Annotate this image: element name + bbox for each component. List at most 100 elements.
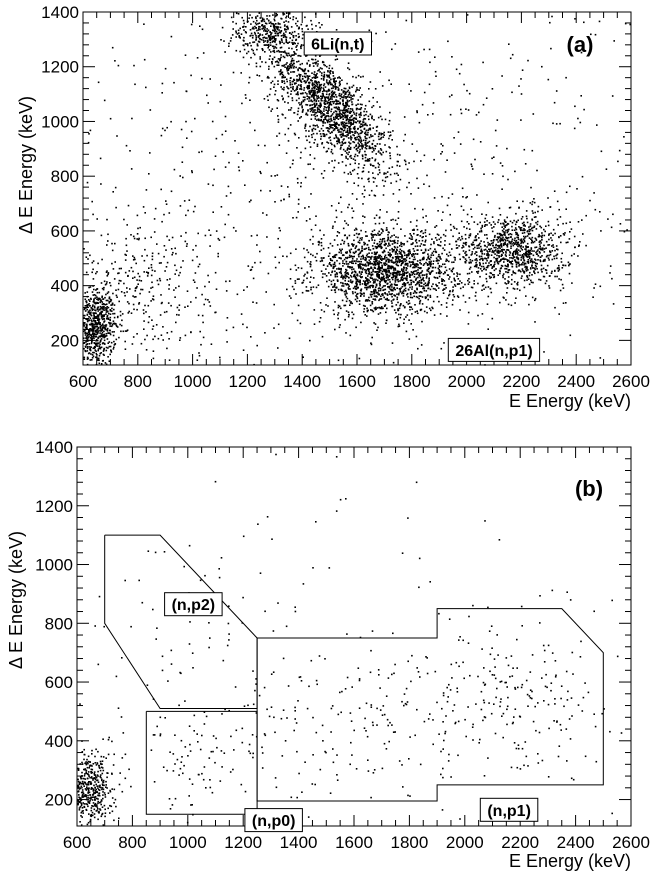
data-point (261, 61, 263, 63)
data-point (371, 157, 374, 159)
data-point (320, 249, 323, 251)
data-point (393, 283, 396, 285)
data-point (371, 255, 373, 258)
data-point (360, 132, 363, 134)
data-point (393, 240, 395, 243)
data-point (344, 111, 347, 114)
data-point (414, 311, 417, 313)
data-point (378, 265, 380, 268)
data-point (535, 246, 538, 248)
data-point (468, 281, 471, 283)
data-point (299, 88, 301, 90)
data-point (470, 243, 473, 245)
data-point (343, 109, 345, 112)
data-point (360, 255, 363, 258)
data-point (356, 283, 358, 285)
data-point (406, 254, 408, 257)
data-point (92, 336, 94, 338)
data-point (84, 334, 87, 336)
data-point (337, 88, 340, 90)
data-point (256, 29, 258, 32)
data-point (369, 263, 371, 265)
data-point (306, 63, 308, 65)
data-point (94, 309, 96, 311)
data-point (96, 322, 99, 324)
data-point (329, 83, 332, 86)
data-point (332, 85, 335, 87)
data-point (298, 77, 301, 79)
data-point (263, 36, 266, 39)
data-point (445, 287, 447, 289)
data-point (493, 238, 495, 241)
data-point (395, 258, 397, 261)
data-point (502, 257, 505, 260)
data-point (372, 236, 374, 238)
data-point (229, 40, 232, 42)
data-point (327, 119, 329, 122)
data-point (310, 89, 312, 92)
data-point (424, 297, 427, 300)
data-point (504, 226, 506, 228)
data-point (286, 85, 288, 88)
data-point (106, 314, 109, 317)
data-point (243, 36, 245, 39)
data-point (369, 304, 372, 307)
data-point (312, 84, 314, 87)
data-point (400, 264, 402, 267)
data-point (345, 291, 347, 293)
data-point (290, 86, 292, 89)
data-point (335, 100, 337, 102)
data-point (495, 244, 497, 247)
data-point (361, 293, 363, 296)
data-point (341, 144, 343, 146)
data-point (103, 314, 106, 316)
data-point (113, 304, 116, 306)
data-point (476, 247, 479, 249)
data-point (373, 258, 375, 260)
data-point (373, 119, 375, 121)
data-point (334, 145, 336, 148)
data-point (108, 312, 110, 315)
data-point (316, 96, 318, 98)
data-point (377, 257, 380, 259)
data-point (371, 336, 373, 339)
data-point (475, 265, 478, 267)
data-point (112, 334, 115, 337)
data-point (378, 282, 381, 285)
data-point (274, 40, 276, 43)
data-point (273, 56, 276, 59)
data-point (339, 117, 342, 120)
data-point (310, 79, 312, 81)
data-point (344, 279, 346, 282)
data-point (522, 229, 524, 232)
data-point (295, 269, 298, 271)
data-point (106, 338, 109, 340)
data-point (407, 296, 409, 298)
data-point (328, 64, 331, 67)
data-point (312, 111, 314, 113)
data-point (411, 273, 414, 276)
data-point (517, 249, 520, 251)
data-point (325, 268, 327, 270)
data-point (380, 295, 382, 298)
data-point (94, 331, 97, 333)
data-point (401, 242, 404, 245)
data-point (296, 86, 299, 89)
data-point (361, 171, 364, 173)
data-point (116, 316, 119, 319)
data-point (369, 261, 371, 263)
data-point (509, 233, 512, 235)
data-point (370, 266, 372, 268)
data-point (476, 254, 478, 257)
data-point (93, 351, 95, 354)
data-point (351, 114, 353, 117)
data-point (371, 309, 374, 312)
data-point (545, 280, 548, 282)
data-point (442, 273, 445, 275)
data-point (384, 255, 386, 258)
data-point (535, 228, 538, 230)
data-point (555, 245, 558, 247)
data-point (351, 103, 354, 106)
data-point (88, 335, 90, 338)
data-point (346, 130, 349, 133)
